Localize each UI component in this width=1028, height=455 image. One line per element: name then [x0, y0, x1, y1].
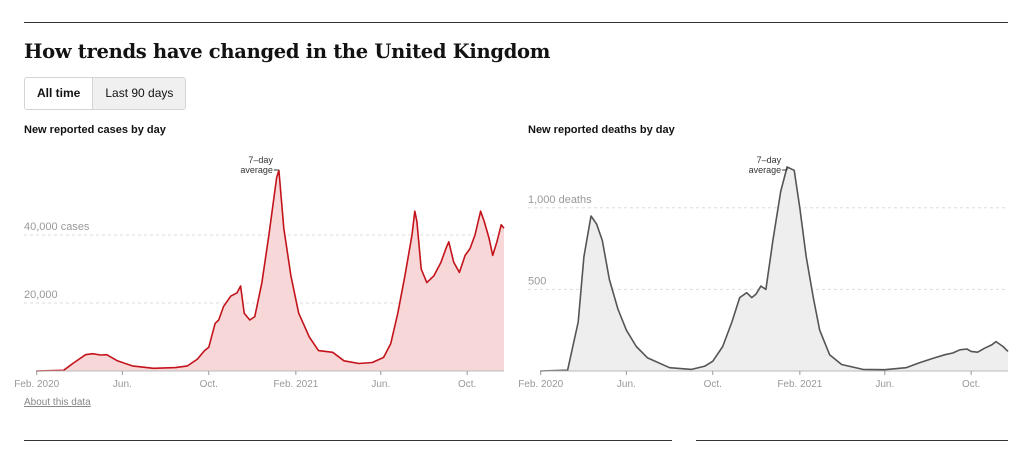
- bottom-rule-left: [24, 440, 672, 441]
- cases-line: [35, 169, 505, 372]
- cases-area: [36, 170, 504, 371]
- cases-chart: 20,000 40,000 cases Feb. 2020 Jun. Oct. Feb. …: [14, 155, 505, 390]
- deaths-annotation-line1: 7–day: [757, 155, 782, 165]
- all-time-button[interactable]: All time: [25, 78, 93, 109]
- bottom-rule-right: [696, 440, 1008, 441]
- cases-x-tick-label: Oct.: [200, 379, 218, 390]
- deaths-chart: 500 1,000 deaths Feb. 2020 Jun. Oct. Feb. 202…: [518, 155, 1009, 390]
- deaths-y-tick-label: 500: [528, 275, 546, 287]
- cases-x-tick-label: Feb. 2020: [14, 379, 59, 390]
- deaths-x-tick-label: Oct.: [962, 379, 980, 390]
- cases-x-tick-label: Feb. 2021: [273, 379, 318, 390]
- cases-annotation-line2: average: [240, 165, 273, 175]
- cases-x-tick-label: Jun.: [371, 379, 390, 390]
- cases-annotation-line1: 7–day: [248, 155, 273, 165]
- deaths-annotation-line2: average: [749, 165, 782, 175]
- deaths-y-tick-label: 1,000 deaths: [528, 194, 592, 206]
- cases-x-tick-label: Oct.: [458, 379, 476, 390]
- cases-y-tick-label: 20,000: [24, 289, 58, 301]
- deaths-chart-title: New reported deaths by day: [528, 124, 675, 136]
- deaths-x-tick-label: Feb. 2021: [777, 379, 822, 390]
- deaths-area: [540, 167, 1008, 371]
- deaths-line: [539, 166, 1009, 372]
- cases-x-tick-label: Jun.: [113, 379, 132, 390]
- deaths-x-tick-label: Feb. 2020: [518, 379, 563, 390]
- deaths-x-tick-label: Oct.: [704, 379, 722, 390]
- about-data-link[interactable]: About this data: [24, 397, 91, 408]
- cases-y-tick-label: 40,000 cases: [24, 221, 90, 233]
- page-title: How trends have changed in the United Ki…: [24, 40, 551, 63]
- top-rule: [24, 22, 1008, 23]
- cases-chart-title: New reported cases by day: [24, 124, 166, 136]
- deaths-x-tick-label: Jun.: [617, 379, 636, 390]
- time-range-toggle: All time Last 90 days: [24, 77, 187, 110]
- deaths-x-tick-label: Jun.: [875, 379, 894, 390]
- last-90-days-button[interactable]: Last 90 days: [92, 78, 186, 109]
